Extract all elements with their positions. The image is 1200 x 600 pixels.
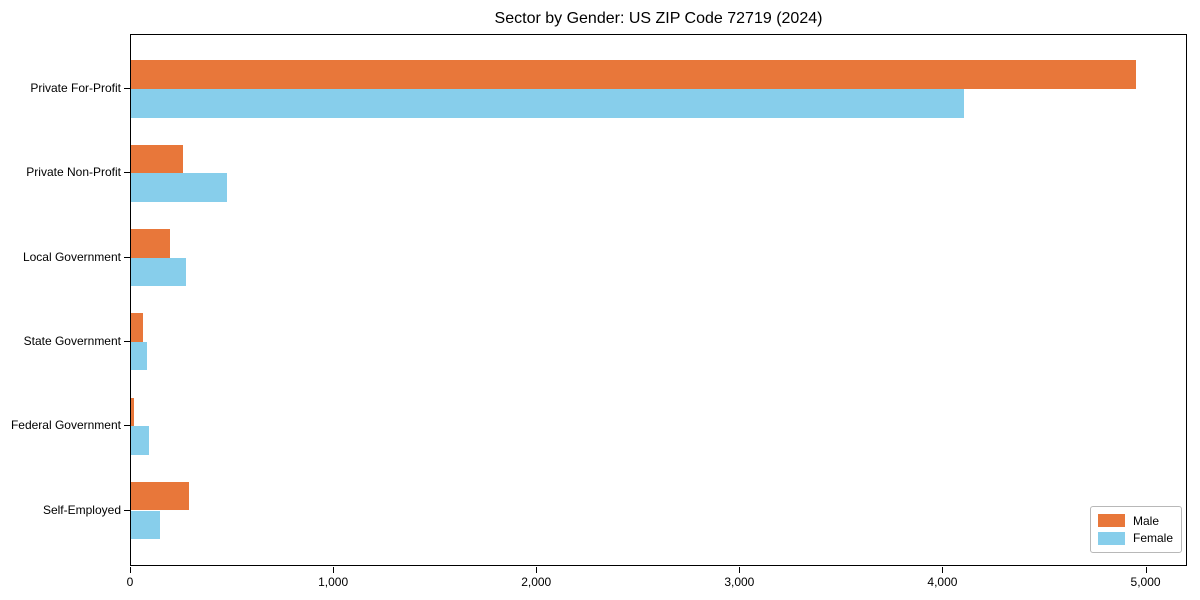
x-tick-label: 3,000 (724, 575, 755, 589)
chart-title: Sector by Gender: US ZIP Code 72719 (202… (494, 10, 823, 27)
y-tick-mark (124, 340, 130, 342)
x-tick-label: 5,000 (1130, 575, 1161, 589)
bar-male-private-non-profit (131, 144, 183, 174)
bar-male-self-employed (131, 481, 189, 511)
bar-male-state-government (131, 313, 143, 342)
bar-female-state-government (131, 341, 148, 371)
x-tick-label: 4,000 (927, 575, 958, 589)
x-tick-mark (333, 567, 335, 573)
female-legend-swatch (1098, 531, 1125, 545)
y-tick-mark (124, 172, 130, 174)
x-tick-mark (130, 567, 131, 573)
y-tick-label-private-non-profit: Private Non-Profit (26, 165, 121, 180)
bar-male-local-government (131, 229, 170, 258)
y-tick-mark (124, 88, 130, 89)
legend-item-female: Female (1098, 531, 1174, 545)
female-legend-label: Female (1133, 531, 1174, 546)
bar-male-private-for-profit (131, 60, 1137, 89)
bar-female-private-non-profit (131, 173, 228, 202)
y-tick-label-private-for-profit: Private For-Profit (30, 81, 121, 95)
x-tick-mark (942, 567, 944, 573)
legend: Male Female (1090, 506, 1182, 553)
bar-female-federal-government (131, 426, 149, 455)
y-tick-mark (124, 425, 130, 427)
x-tick-label: 1,000 (318, 575, 349, 589)
y-tick-mark (124, 509, 130, 511)
male-legend-label: Male (1133, 513, 1160, 528)
y-tick-label-local-government: Local Government (22, 249, 121, 264)
bar-female-private-for-profit (131, 89, 964, 118)
y-tick-label-self-employed: Self-Employed (42, 502, 121, 517)
legend-item-male: Male (1098, 514, 1174, 528)
x-tick-mark (739, 567, 741, 573)
x-tick-label: 2,000 (521, 575, 552, 589)
y-tick-mark (124, 256, 130, 258)
y-tick-label-federal-government: Federal Government (10, 418, 121, 433)
y-tick-label-state-government: State Government (23, 333, 121, 348)
bar-male-federal-government (131, 397, 135, 427)
x-tick-label: 0 (126, 575, 134, 589)
bar-female-self-employed (131, 510, 161, 540)
bar-female-local-government (131, 257, 186, 287)
male-legend-swatch (1098, 514, 1125, 528)
x-tick-mark (1145, 567, 1147, 573)
x-tick-mark (536, 567, 538, 573)
plot-area (130, 34, 1187, 566)
